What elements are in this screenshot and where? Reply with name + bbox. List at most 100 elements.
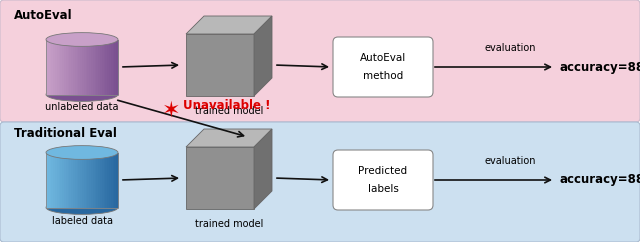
Bar [104,152,106,207]
Bar [102,152,104,207]
Bar [108,152,109,207]
Bar [66,152,68,207]
Bar [71,152,74,207]
Bar [91,152,93,207]
Bar [80,39,83,94]
FancyBboxPatch shape [0,122,640,242]
Bar [84,39,86,94]
Text: AutoEval: AutoEval [360,53,406,63]
Bar [82,152,84,207]
Bar [109,39,111,94]
Bar [109,152,111,207]
Bar [82,39,84,94]
Bar [106,39,108,94]
Bar [86,152,88,207]
Bar [116,152,118,207]
Polygon shape [186,16,272,34]
Bar [62,39,65,94]
Bar [51,39,54,94]
Bar [68,152,70,207]
Text: trained model: trained model [195,219,263,229]
Bar [115,39,116,94]
Bar [71,39,74,94]
Ellipse shape [46,88,118,101]
Bar [60,152,63,207]
FancyBboxPatch shape [333,37,433,97]
Bar [84,152,86,207]
Text: evaluation: evaluation [484,156,536,166]
Bar [97,39,99,94]
Polygon shape [186,34,254,96]
Bar [111,39,113,94]
Bar [55,152,58,207]
Bar [113,39,115,94]
Bar [113,152,115,207]
Bar [73,152,76,207]
Polygon shape [186,129,272,147]
Text: labeled data: labeled data [51,215,113,226]
Bar [51,152,54,207]
Bar [50,152,52,207]
Bar [48,39,50,94]
Bar [68,39,70,94]
Text: accuracy=88%: accuracy=88% [559,60,640,74]
Bar [55,39,58,94]
Bar [59,152,61,207]
Bar [115,152,116,207]
Bar [89,39,92,94]
Bar [102,39,104,94]
Bar [100,152,102,207]
Bar [77,152,79,207]
Bar [64,152,67,207]
Bar [97,152,99,207]
Bar [46,152,48,207]
Bar [53,152,56,207]
Polygon shape [254,129,272,209]
Bar [106,152,108,207]
Bar [50,39,52,94]
Bar [98,152,100,207]
Text: Traditional Eval: Traditional Eval [14,127,117,140]
Bar [77,39,79,94]
Bar [57,39,59,94]
Bar [116,39,118,94]
Bar [59,39,61,94]
Bar [60,39,63,94]
Bar [95,152,97,207]
Bar [100,39,102,94]
Ellipse shape [46,33,118,46]
Bar [80,152,83,207]
Bar [48,152,50,207]
Text: trained model: trained model [195,106,263,116]
Text: evaluation: evaluation [484,43,536,53]
Text: ✶: ✶ [162,100,181,120]
Polygon shape [254,16,272,96]
Text: unlabeled data: unlabeled data [45,103,119,113]
Text: Unavailable !: Unavailable ! [183,99,270,112]
Bar [88,152,90,207]
Bar [75,152,77,207]
Bar [93,39,95,94]
Bar [62,152,65,207]
Bar [73,39,76,94]
Polygon shape [186,147,254,209]
FancyBboxPatch shape [333,150,433,210]
Bar [79,39,81,94]
Ellipse shape [46,146,118,159]
Ellipse shape [46,201,118,214]
Bar [93,152,95,207]
Bar [79,152,81,207]
Bar [57,152,59,207]
Bar [53,39,56,94]
Bar [95,39,97,94]
Bar [64,39,67,94]
FancyBboxPatch shape [0,0,640,122]
Bar [104,39,106,94]
Text: method: method [363,71,403,81]
Text: AutoEval: AutoEval [14,9,72,22]
Bar [46,39,48,94]
Bar [66,39,68,94]
Text: Predicted: Predicted [358,166,408,176]
Bar [88,39,90,94]
Bar [91,39,93,94]
